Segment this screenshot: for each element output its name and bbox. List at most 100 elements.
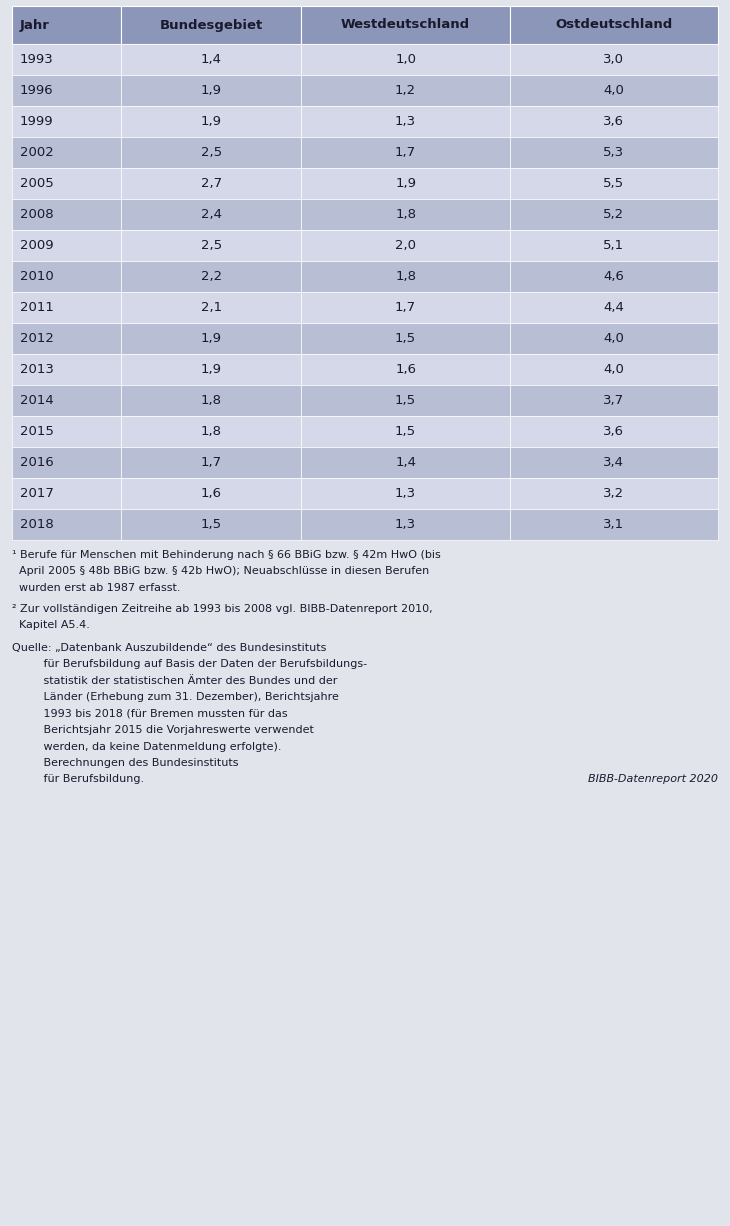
- Text: 1996: 1996: [20, 85, 53, 97]
- Text: 1,4: 1,4: [201, 53, 222, 66]
- Text: 4,0: 4,0: [604, 332, 624, 345]
- Text: Berechnungen des Bundesinstituts: Berechnungen des Bundesinstituts: [12, 758, 239, 767]
- Bar: [12, 199, 121, 230]
- Bar: [510, 44, 718, 75]
- Text: 1,7: 1,7: [395, 302, 416, 314]
- Bar: [510, 416, 718, 447]
- Bar: [510, 75, 718, 105]
- Text: Ostdeutschland: Ostdeutschland: [556, 18, 672, 32]
- Text: Bundesgebiet: Bundesgebiet: [160, 18, 263, 32]
- Bar: [510, 354, 718, 385]
- Text: 2013: 2013: [20, 363, 54, 376]
- Text: 2,1: 2,1: [201, 302, 222, 314]
- Bar: [510, 199, 718, 230]
- Text: 1,5: 1,5: [395, 425, 416, 438]
- Text: 4,4: 4,4: [604, 302, 624, 314]
- Bar: [510, 105, 718, 137]
- Text: ² Zur vollständigen Zeitreihe ab 1993 bis 2008 vgl. BIBB-Datenreport 2010,: ² Zur vollständigen Zeitreihe ab 1993 bi…: [12, 603, 433, 613]
- Bar: [510, 478, 718, 509]
- Text: 1,2: 1,2: [395, 85, 416, 97]
- Text: 2011: 2011: [20, 302, 54, 314]
- Bar: [121, 509, 301, 539]
- Text: 2016: 2016: [20, 456, 54, 470]
- Text: 2009: 2009: [20, 239, 53, 253]
- Text: 1,8: 1,8: [201, 425, 222, 438]
- Text: 5,1: 5,1: [603, 239, 624, 253]
- Text: 2002: 2002: [20, 146, 54, 159]
- Text: 1,4: 1,4: [395, 456, 416, 470]
- Text: 3,0: 3,0: [604, 53, 624, 66]
- Bar: [12, 75, 121, 105]
- Text: 1,6: 1,6: [395, 363, 416, 376]
- Bar: [301, 6, 510, 44]
- Bar: [301, 478, 510, 509]
- Text: Jahr: Jahr: [20, 18, 50, 32]
- Text: 2,2: 2,2: [201, 270, 222, 283]
- Bar: [121, 478, 301, 509]
- Bar: [301, 168, 510, 199]
- Bar: [12, 509, 121, 539]
- Bar: [12, 44, 121, 75]
- Text: für Berufsbildung auf Basis der Daten der Berufsbildungs-: für Berufsbildung auf Basis der Daten de…: [12, 660, 367, 669]
- Text: 1,9: 1,9: [395, 177, 416, 190]
- Bar: [12, 416, 121, 447]
- Bar: [121, 261, 301, 292]
- Bar: [510, 137, 718, 168]
- Bar: [510, 168, 718, 199]
- Bar: [301, 292, 510, 322]
- Bar: [301, 44, 510, 75]
- Bar: [301, 199, 510, 230]
- Text: 5,5: 5,5: [603, 177, 624, 190]
- Bar: [301, 261, 510, 292]
- Text: 1,5: 1,5: [395, 394, 416, 407]
- Bar: [12, 447, 121, 478]
- Bar: [121, 447, 301, 478]
- Text: 1,9: 1,9: [201, 363, 222, 376]
- Text: 1,5: 1,5: [395, 332, 416, 345]
- Text: Berichtsjahr 2015 die Vorjahreswerte verwendet: Berichtsjahr 2015 die Vorjahreswerte ver…: [12, 725, 314, 736]
- Text: Kapitel A5.4.: Kapitel A5.4.: [12, 620, 90, 630]
- Bar: [12, 354, 121, 385]
- Bar: [12, 137, 121, 168]
- Text: 2014: 2014: [20, 394, 54, 407]
- Text: 1999: 1999: [20, 115, 53, 128]
- Text: 4,0: 4,0: [604, 363, 624, 376]
- Bar: [301, 137, 510, 168]
- Text: werden, da keine Datenmeldung erfolgte).: werden, da keine Datenmeldung erfolgte).: [12, 742, 282, 752]
- Bar: [301, 322, 510, 354]
- Text: 1,5: 1,5: [201, 519, 222, 531]
- Text: 3,7: 3,7: [603, 394, 624, 407]
- Text: 3,1: 3,1: [603, 519, 624, 531]
- Bar: [121, 44, 301, 75]
- Text: 3,6: 3,6: [604, 425, 624, 438]
- Bar: [121, 137, 301, 168]
- Text: Quelle: „Datenbank Auszubildende“ des Bundesinstituts: Quelle: „Datenbank Auszubildende“ des Bu…: [12, 642, 326, 652]
- Bar: [121, 199, 301, 230]
- Text: 3,2: 3,2: [603, 487, 624, 500]
- Bar: [121, 168, 301, 199]
- Text: 1,0: 1,0: [395, 53, 416, 66]
- Text: 1,9: 1,9: [201, 115, 222, 128]
- Bar: [510, 230, 718, 261]
- Text: 4,0: 4,0: [604, 85, 624, 97]
- Bar: [510, 447, 718, 478]
- Text: 4,6: 4,6: [604, 270, 624, 283]
- Bar: [12, 478, 121, 509]
- Text: 1993 bis 2018 (für Bremen mussten für das: 1993 bis 2018 (für Bremen mussten für da…: [12, 709, 288, 718]
- Text: BIBB-Datenreport 2020: BIBB-Datenreport 2020: [588, 775, 718, 785]
- Bar: [510, 6, 718, 44]
- Text: für Berufsbildung.: für Berufsbildung.: [12, 775, 144, 785]
- Text: 1,3: 1,3: [395, 487, 416, 500]
- Text: 5,3: 5,3: [603, 146, 624, 159]
- Bar: [12, 168, 121, 199]
- Bar: [301, 509, 510, 539]
- Bar: [301, 105, 510, 137]
- Text: 2,4: 2,4: [201, 208, 222, 221]
- Bar: [12, 6, 121, 44]
- Bar: [12, 230, 121, 261]
- Text: 1,9: 1,9: [201, 85, 222, 97]
- Bar: [121, 105, 301, 137]
- Text: 3,6: 3,6: [604, 115, 624, 128]
- Text: 2017: 2017: [20, 487, 54, 500]
- Text: 1,6: 1,6: [201, 487, 222, 500]
